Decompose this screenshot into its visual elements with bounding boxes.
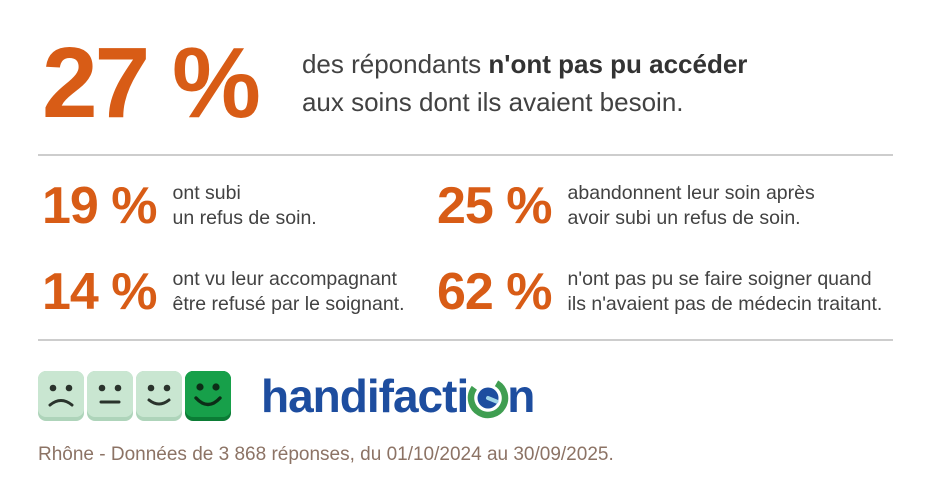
handifaction-logo: handifacti n [38, 370, 535, 422]
wordmark-prefix: handifacti [261, 370, 469, 422]
stat-description-line: ils n'avaient pas de médecin traitant. [567, 293, 883, 315]
stat-description-line: abandonnent leur soin après [567, 182, 815, 204]
stat-description: n'ont pas pu se faire soigner quand ils … [568, 267, 883, 317]
sad-face-icon [38, 371, 84, 421]
hero-statement-regular: des répondants [301, 49, 489, 79]
stat-description: abandonnent leur soin après avoir subi u… [568, 181, 815, 231]
hero-percentage: 27 % [42, 27, 261, 139]
stat-description: ont vu leur accompagnant être refusé par… [173, 267, 405, 317]
neutral-face-icon [87, 371, 133, 421]
hero-statement-line1: des répondants n'ont pas pu accéder [302, 45, 748, 83]
stat-percentage: 14 % [42, 263, 158, 321]
stat-description-line: n'ont pas pu se faire soigner quand [567, 268, 872, 290]
stat-accompagnant-refuse: 14 % ont vu leur accompagnant être refus… [42, 266, 437, 318]
stats-grid: 19 % ont subi un refus de soin. 25 % aba… [42, 180, 898, 318]
stat-description-line: ont subi [172, 182, 241, 204]
handifaction-wordmark: handifacti n [261, 370, 535, 422]
hero-statement-line2: aux soins dont ils avaient besoin. [301, 87, 684, 117]
wordmark-suffix: n [507, 370, 535, 422]
stat-description-line: ont vu leur accompagnant [172, 268, 397, 290]
divider-bottom [38, 339, 893, 341]
stat-abandon-soin: 25 % abandonnent leur soin après avoir s… [437, 180, 898, 232]
data-source-caption: Rhône - Données de 3 868 réponses, du 01… [38, 444, 614, 465]
stat-refus-de-soin: 19 % ont subi un refus de soin. [42, 180, 437, 232]
smile-face-icon [136, 371, 182, 421]
satisfaction-faces [38, 371, 231, 421]
divider-top [38, 154, 893, 156]
hero-section: 27 % des répondants n'ont pas pu accéder… [42, 28, 747, 138]
gauge-o-icon [468, 377, 509, 418]
stat-description-line: être refusé par le soignant. [172, 293, 405, 315]
hero-statement-bold: n'ont pas pu accéder [488, 49, 748, 79]
hero-statement: des répondants n'ont pas pu accéder aux … [302, 45, 748, 121]
stat-percentage: 62 % [437, 263, 553, 321]
stat-sans-medecin-traitant: 62 % n'ont pas pu se faire soigner quand… [437, 266, 898, 318]
stat-percentage: 19 % [42, 177, 158, 235]
stat-description-line: avoir subi un refus de soin. [567, 207, 801, 229]
stat-description: ont subi un refus de soin. [173, 181, 317, 231]
stat-description-line: un refus de soin. [172, 207, 317, 229]
happy-face-icon [185, 371, 231, 421]
stat-percentage: 25 % [437, 177, 553, 235]
